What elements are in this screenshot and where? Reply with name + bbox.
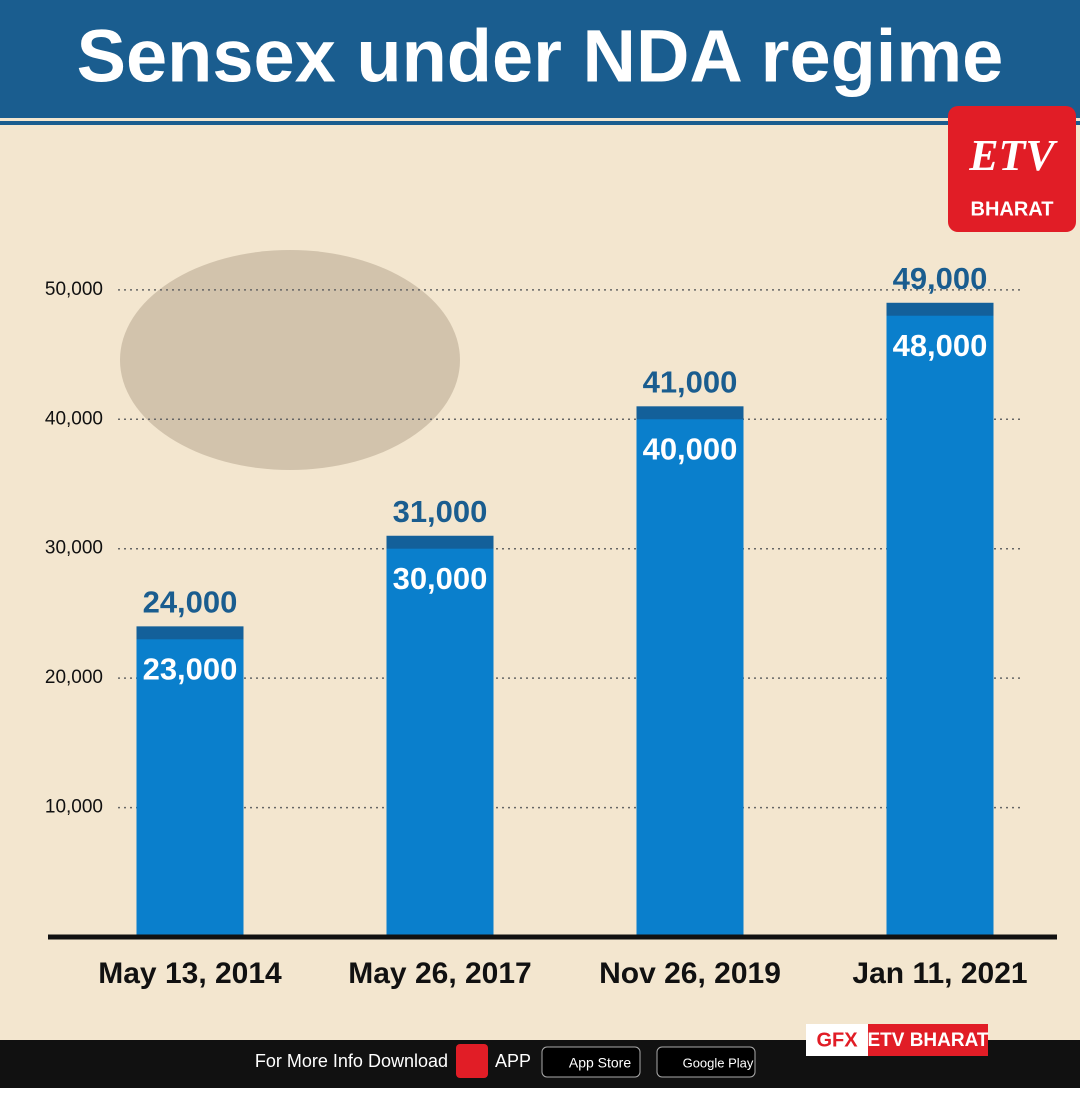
footer-text: For More Info Download xyxy=(255,1051,448,1071)
logo-name: BHARAT xyxy=(971,198,1054,220)
title-rule xyxy=(0,121,1080,125)
value-label: 23,000 xyxy=(143,651,238,686)
value-label: 30,000 xyxy=(393,561,488,596)
y-tick-label: 20,000 xyxy=(45,667,103,688)
value-label: 49,000 xyxy=(893,261,988,296)
chart-title: Sensex under NDA regime xyxy=(77,15,1004,98)
logo-box xyxy=(948,106,1076,232)
value-label: 40,000 xyxy=(643,431,738,466)
google-play-label: Google Play xyxy=(683,1055,754,1070)
title-banner xyxy=(0,0,1080,118)
x-tick-label: May 26, 2017 xyxy=(348,957,531,990)
credit-label: ETV BHARAT xyxy=(867,1030,988,1051)
gfx-box xyxy=(806,1024,868,1056)
bar xyxy=(386,548,494,937)
value-label: 31,000 xyxy=(393,494,488,529)
google-play-badge[interactable] xyxy=(656,1046,756,1078)
gfx-label: GFX xyxy=(816,1029,858,1051)
app-store-badge[interactable] xyxy=(541,1046,641,1078)
logo-mark: ETV xyxy=(968,131,1058,180)
x-tick-label: May 13, 2014 xyxy=(98,957,282,990)
bull-illustration xyxy=(120,250,460,470)
app-store-label: App Store xyxy=(569,1055,631,1071)
credit-box xyxy=(868,1024,988,1056)
y-tick-label: 40,000 xyxy=(45,408,103,429)
bar xyxy=(136,639,244,937)
bar xyxy=(636,419,744,937)
footer-app: APP xyxy=(495,1051,531,1071)
footer-logo xyxy=(456,1044,488,1078)
y-tick-label: 30,000 xyxy=(45,538,103,559)
value-label: 24,000 xyxy=(143,585,238,620)
bar xyxy=(886,315,994,937)
y-tick-label: 50,000 xyxy=(45,279,103,300)
value-label: 41,000 xyxy=(643,365,738,400)
value-label: 48,000 xyxy=(893,328,988,363)
x-tick-label: Jan 11, 2021 xyxy=(852,957,1027,990)
y-tick-label: 10,000 xyxy=(45,797,103,818)
x-tick-label: Nov 26, 2019 xyxy=(599,957,781,990)
